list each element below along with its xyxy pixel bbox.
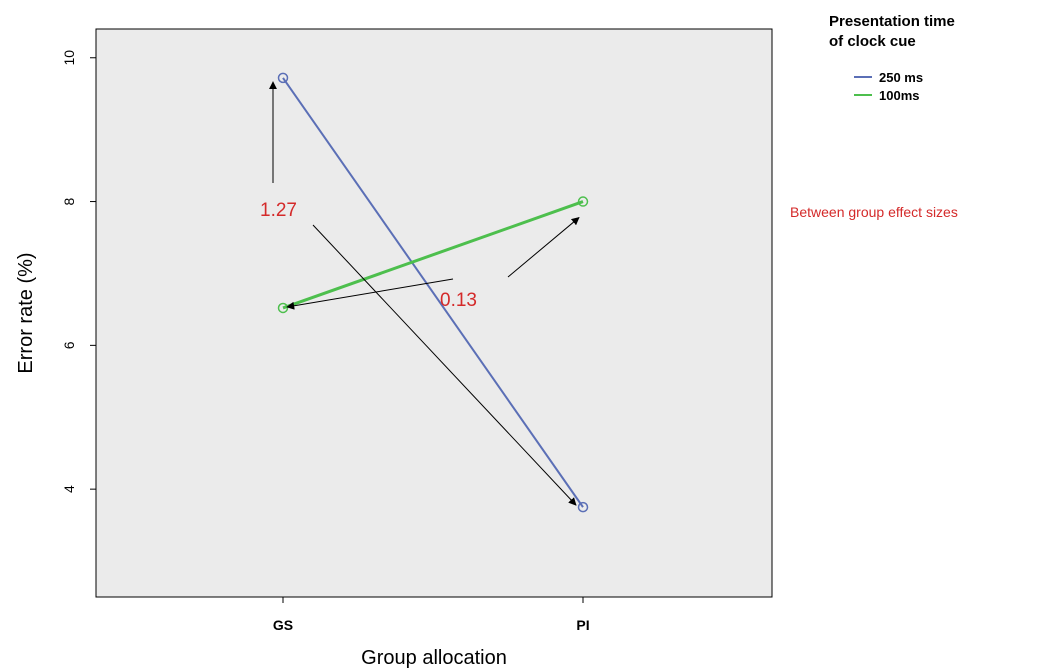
y-tick-label-10: 10 [61,50,77,66]
legend-label-1: 250 ms [879,70,923,85]
plot-area [95,28,773,598]
x-axis: GS PI [273,597,590,633]
legend-title-line-1: Presentation time [829,13,955,30]
y-tick-label-4: 4 [61,485,77,493]
effect-size-arrows [269,81,580,506]
y-tick-label-6: 6 [61,341,77,349]
y-tick-label-8: 8 [61,197,77,205]
x-tick-label-GS: GS [273,617,293,633]
series-2-point-PI [577,196,589,207]
effect-size-label-1: 1.27 [260,200,297,221]
series-1-point-PI [577,501,589,513]
legend-label-2: 100ms [879,88,919,103]
effect-size-labels: 1.27 0.13 [260,200,477,311]
series-1-point-GS [277,72,289,84]
y-axis-title: Error rate (%) [15,252,37,373]
arrow-1-down [312,224,577,506]
series-line-1 [282,77,584,508]
x-tick-label-PI: PI [576,617,589,633]
effect-size-note: Between group effect sizes [790,204,958,220]
arrow-2-left [286,278,454,310]
legend: Presentation time of clock cue 250 ms 100… [829,13,955,103]
series-line-2 [282,200,584,310]
legend-title-line-2: of clock cue [829,33,916,50]
arrow-2-right [507,217,580,278]
legend-items: 250 ms 100ms [854,70,923,103]
effect-size-label-2: 0.13 [440,290,477,311]
x-axis-title: Group allocation [361,647,507,669]
y-axis: 4 6 8 10 [61,50,96,493]
